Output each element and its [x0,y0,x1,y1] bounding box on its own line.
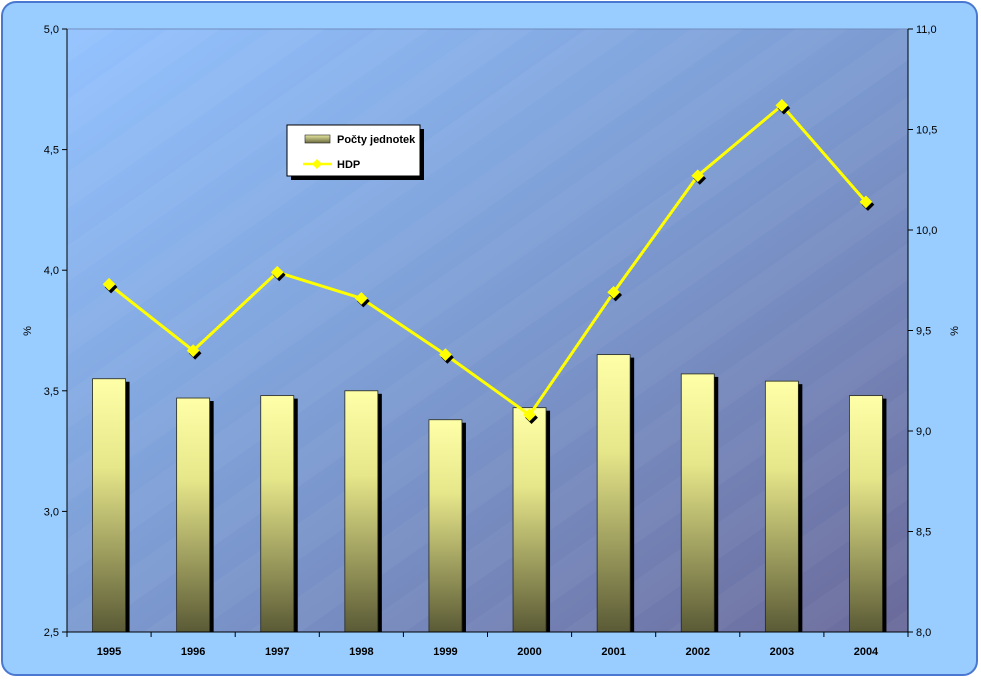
bar [512,407,547,633]
y-right-tick-label: 9,0 [916,426,931,438]
x-tick-label: 2004 [854,646,879,658]
bars-layer [92,354,887,633]
y-right-tick-label: 10,0 [916,225,937,237]
y-right-tick-label: 8,0 [916,627,931,639]
x-tick-label: 2002 [686,646,710,658]
legend-label-line: HDP [337,159,360,171]
y-left-tick-label: 4,5 [44,145,59,157]
y-left-tick-label: 4,0 [44,265,59,277]
y-right-tick-label: 11,0 [916,24,937,36]
x-tick-label: 2001 [601,646,625,658]
series-line-hdp [108,103,868,417]
y-axis-right-label: % [949,326,961,336]
bar [260,395,295,633]
y-right-tick-label: 8,5 [916,527,931,539]
point [102,277,116,291]
axes-layer: 2,5 3,0 3,5 4,0 4,5 5,0 8,0 8,5 9,0 9,5 10,0 10,5 11… [44,24,938,658]
bar [596,354,631,633]
x-tick-label: 1998 [349,646,373,658]
bar [92,378,126,633]
point [270,265,284,279]
x-tick-label: 1999 [433,646,457,658]
legend-label-bars: Počty jednotek [337,134,416,146]
y-left-tick-label: 3,5 [44,386,59,398]
bar [680,373,715,633]
y-axis-left-label: % [22,326,34,336]
y-left-tick-label: 3,0 [44,506,59,518]
y-right-tick-label: 9,5 [916,326,931,338]
x-tick-label: 1996 [181,646,205,658]
bar [428,419,463,633]
x-tick-label: 1997 [265,646,289,658]
point [186,344,200,357]
line-layer [102,99,875,424]
x-tick-label: 1995 [97,646,121,658]
point [354,291,368,305]
x-tick-label: 2000 [517,646,541,658]
y-left-tick-label: 5,0 [44,24,59,36]
bar [344,390,379,633]
legend-swatch-bars [304,134,331,144]
bar [764,380,799,633]
bar [176,397,211,633]
y-left-tick-label: 2,5 [44,627,59,639]
y-right-tick-label: 10,5 [916,125,937,137]
bar [849,395,883,633]
legend-swatch-marker [312,159,322,169]
legend: Počty jednotek HDP [286,124,424,180]
point [439,348,452,361]
x-tick-label: 2003 [770,646,794,658]
legend-box [286,124,421,177]
